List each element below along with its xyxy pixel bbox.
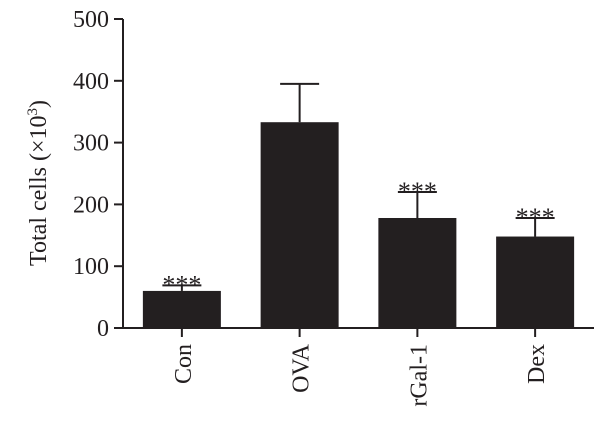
bar-con <box>142 290 221 328</box>
y-axis: 0 100 200 300 400 500 <box>73 7 124 342</box>
x-tick-label: rGal-1 <box>406 344 432 407</box>
y-tick-label: 100 <box>73 254 109 280</box>
y-axis-title: Total cells (×103) <box>25 100 52 266</box>
y-tick-label: 300 <box>73 131 109 157</box>
y-tick-label: 500 <box>73 7 109 33</box>
bar-ova <box>260 122 339 329</box>
bars: *** *** *** <box>142 82 575 329</box>
x-axis: Con OVA rGal-1 Dex <box>123 327 594 407</box>
y-tick-label: 200 <box>73 192 109 218</box>
x-tick-label: OVA <box>289 343 315 393</box>
bar-rgal-1 <box>378 217 457 328</box>
y-tick-label: 400 <box>73 69 109 95</box>
significance-label: *** <box>398 177 437 206</box>
bar-dex <box>496 236 575 328</box>
significance-label: *** <box>162 270 201 299</box>
x-tick-label: Con <box>171 344 197 384</box>
y-tick-label: 0 <box>97 316 109 342</box>
significance-label: *** <box>516 203 555 232</box>
x-tick-label: Dex <box>524 344 550 384</box>
